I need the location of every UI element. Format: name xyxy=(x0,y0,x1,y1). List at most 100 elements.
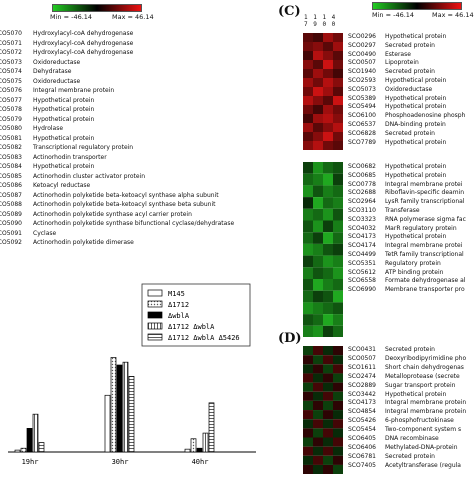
gene-description: Hypothetical protein xyxy=(385,171,447,179)
heatmap-cell xyxy=(333,185,343,198)
gene-description: Hypothetical protein xyxy=(385,103,447,111)
bar-19hr-3 xyxy=(32,413,39,453)
heatmap-cell xyxy=(333,382,343,392)
bar-30hr-0 xyxy=(104,394,111,453)
heatmap-cell xyxy=(313,33,323,42)
gene-id: SCO5085 xyxy=(0,172,22,180)
heatmap-cell xyxy=(333,69,343,78)
gene-description: Actinorhodin polyketide dimerase xyxy=(33,239,134,246)
gene-id: SCO6405 xyxy=(348,435,376,442)
heatmap-cell xyxy=(323,279,333,291)
heatmap-cell xyxy=(313,173,323,186)
heatmap-cell xyxy=(333,290,343,303)
gene-id: SCO5074 xyxy=(0,68,22,75)
heatmap-cell xyxy=(313,437,323,447)
heatmap-cell xyxy=(303,255,313,268)
heatmap-cell xyxy=(303,78,313,87)
gene-description: Oxidoreductase xyxy=(33,58,81,66)
gene-description: Regulatory protein xyxy=(385,259,441,267)
gene-id: SCO2964 xyxy=(348,198,376,206)
bar-40hr-4 xyxy=(208,402,215,453)
gene-description: Hypothetical protein xyxy=(33,96,95,104)
heatmap-cell xyxy=(303,455,313,465)
heatmap-cell xyxy=(323,419,333,429)
gene-description: LysR family transcriptional xyxy=(385,198,465,206)
gene-id: SCO0778 xyxy=(348,180,376,188)
legend-swatch xyxy=(147,311,163,319)
heatmap-cell xyxy=(313,208,323,221)
gene-description: Oxidoreductase xyxy=(33,77,81,85)
heatmap-cell xyxy=(313,400,323,411)
heatmap-cell xyxy=(303,243,313,256)
heatmap-cell xyxy=(333,87,343,96)
production-bar-chart: 19hr 30hr 40hr M145 Δ1712 ΔwblA Δ1712 ΔwblA Δ17… xyxy=(0,282,258,474)
gene-description: MarR regulatory protein xyxy=(385,224,457,232)
gene-description: DNA-binding protein xyxy=(385,121,446,128)
legend-swatch xyxy=(147,322,163,330)
legend-label: ΔwblA xyxy=(168,312,190,320)
gene-description: Metalloprotease (secrete xyxy=(385,372,460,380)
gene-description: Integral membrane protein xyxy=(33,87,115,94)
heatmap-cell xyxy=(303,114,313,123)
heatmap-cell xyxy=(333,42,343,51)
heatmap-cell xyxy=(323,60,333,69)
heatmap-cell xyxy=(313,69,323,78)
heatmap-cell xyxy=(333,132,343,141)
heatmap-cell xyxy=(303,87,313,96)
gene-id: SCO5087 xyxy=(0,191,22,199)
gene-id: SCO0682 xyxy=(348,163,376,170)
heatmap-cell xyxy=(313,464,323,475)
heatmap-cell xyxy=(323,173,333,186)
gene-description: Short chain dehydrogenas xyxy=(385,363,464,371)
gene-id: SCO5079 xyxy=(0,115,22,123)
gene-description: Hypothetical protein xyxy=(385,390,447,398)
heatmap-cell xyxy=(323,123,333,132)
gene-description: Ketoacyl reductase xyxy=(33,182,91,189)
bar-40hr-1 xyxy=(190,438,197,453)
gene-description: Hydrolase xyxy=(33,125,64,132)
gene-description: Hypothetical protein xyxy=(33,163,95,170)
heatmap-cell xyxy=(313,96,323,105)
heatmap-cell xyxy=(333,464,343,475)
heatmap-cell xyxy=(303,364,313,374)
gene-id: SCO0507 xyxy=(348,354,376,362)
heatmap-cell xyxy=(303,132,313,141)
gene-id: SCO4032 xyxy=(348,224,376,232)
gene-description: Secreted protein xyxy=(385,129,435,137)
gene-description: Hydroxylacyl-coA dehydrogenase xyxy=(33,39,134,47)
gene-description: Hypothetical protein xyxy=(33,115,95,123)
heatmap-cell xyxy=(313,410,323,420)
heatmap-cell xyxy=(303,437,313,447)
heatmap-cell xyxy=(333,455,343,465)
gene-id: SCO5081 xyxy=(0,134,22,142)
gene-description: Two-component system s xyxy=(385,426,462,434)
gene-description: Hypothetical protein xyxy=(385,233,447,241)
heatmap-cell xyxy=(303,69,313,78)
gene-id: SCO6781 xyxy=(348,452,376,460)
heatmap-cell xyxy=(303,123,313,132)
gene-id: SCO2889 xyxy=(348,381,376,389)
heatmap-cell xyxy=(333,33,343,42)
gene-description: Integral membrane protein xyxy=(385,399,467,407)
legend-swatch xyxy=(147,300,163,308)
heatmap-cell xyxy=(313,141,323,150)
gene-description: Secreted protein xyxy=(385,346,435,353)
heatmap-cell xyxy=(333,314,343,326)
gene-id: SCO6537 xyxy=(348,121,376,128)
gene-description: Lipoprotein xyxy=(385,59,419,67)
gene-id: SCO2474 xyxy=(348,372,376,380)
heatmap-cell xyxy=(323,78,333,87)
heatmap-cell xyxy=(303,391,313,401)
heatmap-cell xyxy=(313,325,323,338)
heatmap-cell xyxy=(323,400,333,411)
heatmap-cell xyxy=(313,428,323,438)
scale-min-right: Min = -46.14 xyxy=(372,11,415,19)
gene-description: Actinorhodin polyketide synthase bifunct… xyxy=(33,220,235,227)
gene-description: Dehydratase xyxy=(33,68,72,75)
heatmap-cell xyxy=(333,60,343,69)
gene-id: SCO5080 xyxy=(0,125,22,132)
gene-description: ATP binding protein xyxy=(385,268,444,276)
gene-description: Secreted protein xyxy=(385,68,435,76)
heatmap-cell xyxy=(313,123,323,132)
heatmap-cell xyxy=(303,373,313,383)
